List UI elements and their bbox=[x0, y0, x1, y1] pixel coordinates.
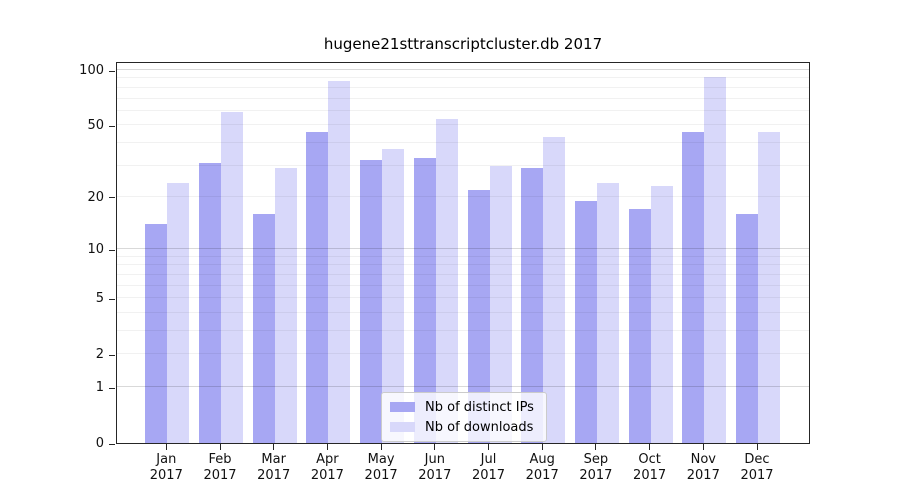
bar-distinct-ips-jan bbox=[145, 224, 168, 443]
legend-item-downloads: Nb of downloads bbox=[390, 417, 534, 437]
x-tick-jun bbox=[434, 444, 436, 450]
gridline-30 bbox=[117, 164, 809, 166]
gridline-3 bbox=[117, 330, 809, 331]
bar-distinct-ips-sep bbox=[574, 200, 597, 443]
y-tick-5 bbox=[109, 298, 115, 300]
y-tick-label-0: 0 bbox=[95, 436, 104, 451]
bar-distinct-ips-aug bbox=[521, 168, 544, 443]
x-tick-feb bbox=[219, 444, 221, 450]
x-tick-nov bbox=[702, 444, 704, 450]
x-tick-label-aug: Aug 2017 bbox=[525, 452, 559, 483]
gridline-4 bbox=[117, 311, 809, 313]
x-tick-label-jun: Jun 2017 bbox=[418, 452, 452, 483]
bar-downloads-may bbox=[382, 149, 405, 443]
bar-downloads-nov bbox=[704, 76, 727, 443]
bar-distinct-ips-mar bbox=[252, 214, 275, 443]
y-tick-0 bbox=[109, 443, 115, 445]
bar-distinct-ips-jul bbox=[467, 189, 490, 443]
x-tick-aug bbox=[541, 444, 543, 450]
bar-distinct-ips-apr bbox=[306, 131, 329, 443]
gridline-50 bbox=[117, 124, 809, 126]
bar-downloads-jul bbox=[489, 165, 512, 443]
bar-distinct-ips-jun bbox=[413, 158, 436, 443]
bar-distinct-ips-nov bbox=[682, 131, 705, 443]
x-tick-jan bbox=[165, 444, 167, 450]
plot-area bbox=[116, 62, 810, 444]
gridline-7 bbox=[117, 273, 809, 275]
x-tick-label-apr: Apr 2017 bbox=[310, 452, 344, 483]
bar-downloads-sep bbox=[596, 182, 619, 443]
y-tick-label-20: 20 bbox=[87, 189, 104, 205]
gridline-100 bbox=[117, 69, 809, 70]
bar-downloads-jan bbox=[167, 182, 190, 443]
bar-downloads-feb bbox=[221, 112, 243, 443]
bar-downloads-aug bbox=[543, 137, 566, 443]
bar-distinct-ips-may bbox=[360, 160, 383, 443]
bar-downloads-mar bbox=[274, 168, 297, 443]
x-tick-mar bbox=[273, 444, 275, 450]
gridline-40 bbox=[117, 141, 809, 143]
x-tick-jul bbox=[488, 444, 489, 450]
y-tick-20 bbox=[109, 197, 115, 199]
bar-distinct-ips-oct bbox=[628, 209, 651, 443]
bar-downloads-dec bbox=[758, 131, 780, 443]
bar-distinct-ips-feb bbox=[199, 162, 221, 443]
y-tick-2 bbox=[109, 354, 115, 356]
legend: Nb of distinct IPs Nb of downloads bbox=[381, 392, 547, 442]
y-tick-label-100: 100 bbox=[79, 63, 104, 78]
gridline-90 bbox=[117, 77, 809, 79]
bar-distinct-ips-dec bbox=[736, 214, 758, 443]
legend-item-distinct-ips: Nb of distinct IPs bbox=[390, 397, 534, 417]
gridline-70 bbox=[117, 97, 809, 99]
gridline-2 bbox=[117, 353, 809, 355]
y-tick-label-1: 1 bbox=[95, 380, 104, 395]
x-tick-apr bbox=[326, 444, 328, 450]
x-tick-label-jul: Jul 2017 bbox=[471, 452, 506, 483]
y-tick-100 bbox=[109, 70, 115, 72]
x-tick-label-dec: Dec 2017 bbox=[740, 452, 774, 483]
x-tick-label-feb: Feb 2017 bbox=[203, 452, 237, 483]
bar-downloads-oct bbox=[650, 186, 673, 443]
y-tick-label-5: 5 bbox=[95, 291, 104, 307]
x-tick-sep bbox=[595, 444, 597, 450]
gridline-20 bbox=[117, 195, 809, 197]
x-tick-label-may: May 2017 bbox=[364, 452, 398, 483]
bar-downloads-apr bbox=[328, 81, 351, 443]
y-tick-label-2: 2 bbox=[95, 347, 104, 363]
y-tick-10 bbox=[109, 249, 115, 251]
y-tick-1 bbox=[109, 387, 115, 389]
x-tick-label-nov: Nov 2017 bbox=[686, 452, 720, 483]
chart-title: hugene21sttranscriptcluster.db 2017 bbox=[323, 35, 603, 53]
y-tick-label-50: 50 bbox=[87, 118, 104, 134]
gridline-8 bbox=[117, 264, 809, 266]
x-tick-oct bbox=[649, 444, 651, 450]
legend-swatch-downloads bbox=[390, 422, 415, 432]
gridline-80 bbox=[117, 86, 809, 88]
y-tick-50 bbox=[109, 125, 115, 127]
bar-downloads-jun bbox=[435, 119, 458, 443]
y-tick-label-10: 10 bbox=[87, 242, 104, 258]
x-tick-may bbox=[380, 444, 382, 450]
gridline-5 bbox=[117, 297, 809, 299]
x-tick-dec bbox=[756, 444, 758, 450]
legend-label-downloads: Nb of downloads bbox=[425, 419, 534, 435]
gridline-10 bbox=[117, 248, 809, 250]
x-tick-label-sep: Sep 2017 bbox=[579, 452, 613, 483]
x-tick-label-jan: Jan 2017 bbox=[149, 452, 183, 483]
gridline-1 bbox=[117, 386, 809, 387]
x-tick-label-oct: Oct 2017 bbox=[633, 452, 667, 483]
gridline-60 bbox=[117, 109, 809, 111]
gridline-6 bbox=[117, 284, 809, 286]
gridline-9 bbox=[117, 255, 809, 257]
legend-label-distinct-ips: Nb of distinct IPs bbox=[425, 399, 534, 415]
x-tick-label-mar: Mar 2017 bbox=[257, 452, 291, 483]
legend-swatch-distinct-ips bbox=[390, 402, 415, 412]
